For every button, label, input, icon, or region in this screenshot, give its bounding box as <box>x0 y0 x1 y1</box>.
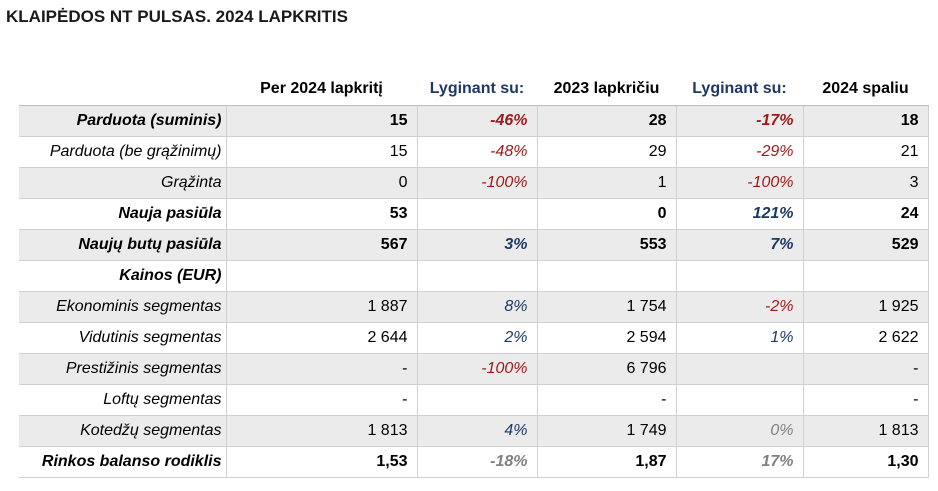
value-last-year: 1 <box>536 167 676 199</box>
page-title: KLAIPĖDOS NT PULSAS. 2024 LAPKRITIS <box>6 7 348 26</box>
value-current <box>225 260 417 292</box>
row-label: Nauja pasiūla <box>19 198 226 230</box>
header-period-last-month: 2024 spaliu <box>803 72 928 106</box>
value-current: 1 887 <box>225 291 417 323</box>
change-vs-last-year: 8% <box>416 291 537 323</box>
value-last-month: 1,30 <box>802 446 929 478</box>
change-vs-last-month: 7% <box>675 229 803 261</box>
table-row: Loftų segmentas - - - <box>19 384 929 416</box>
table-row: Naujų butų pasiūla 567 3% 553 7% 529 <box>19 229 929 261</box>
table-row: Prestižinis segmentas - -100% 6 796 - <box>19 353 929 385</box>
value-last-year: 28 <box>536 105 676 137</box>
table-row: Nauja pasiūla 53 0 121% 24 <box>19 198 929 230</box>
header-period-last-year: 2023 lapkričiu <box>537 72 676 106</box>
row-label: Kainos (EUR) <box>19 260 226 292</box>
value-last-month: 1 813 <box>802 415 929 447</box>
row-label: Parduota (be grąžinimų) <box>19 136 226 168</box>
table-row: Parduota (suminis) 15 -46% 28 -17% 18 <box>19 105 929 137</box>
change-vs-last-year: 3% <box>416 229 537 261</box>
table-row: Kotedžų segmentas 1 813 4% 1 749 0% 1 81… <box>19 415 929 447</box>
row-label: Naujų butų pasiūla <box>19 229 226 261</box>
value-current: - <box>225 384 417 416</box>
value-current: 1 813 <box>225 415 417 447</box>
change-vs-last-year: 4% <box>416 415 537 447</box>
value-current: 0 <box>225 167 417 199</box>
value-last-year: 6 796 <box>536 353 676 385</box>
value-last-month: 3 <box>802 167 929 199</box>
value-current: 567 <box>225 229 417 261</box>
row-label: Loftų segmentas <box>19 384 226 416</box>
table-header-row: Per 2024 lapkritį Lyginant su: 2023 lapk… <box>19 72 928 106</box>
value-last-year: - <box>536 384 676 416</box>
value-last-month: 529 <box>802 229 929 261</box>
change-vs-last-year: -48% <box>416 136 537 168</box>
change-vs-last-month: 1% <box>675 322 803 354</box>
row-label: Parduota (suminis) <box>19 105 226 137</box>
header-compare-1: Lyginant su: <box>417 72 537 106</box>
value-current: 15 <box>225 136 417 168</box>
row-label: Ekonominis segmentas <box>19 291 226 323</box>
header-label-cell <box>19 72 226 106</box>
table-row: Ekonominis segmentas 1 887 8% 1 754 -2% … <box>19 291 929 323</box>
value-current: - <box>225 353 417 385</box>
value-current: 53 <box>225 198 417 230</box>
value-last-month: - <box>802 384 929 416</box>
change-vs-last-month <box>675 260 803 292</box>
value-last-year: 1 754 <box>536 291 676 323</box>
row-label: Vidutinis segmentas <box>19 322 226 354</box>
value-last-year <box>536 260 676 292</box>
header-period-current: Per 2024 lapkritį <box>226 72 417 106</box>
value-last-year: 2 594 <box>536 322 676 354</box>
change-vs-last-month: -29% <box>675 136 803 168</box>
table-row: Parduota (be grąžinimų) 15 -48% 29 -29% … <box>19 136 929 168</box>
change-vs-last-year: -46% <box>416 105 537 137</box>
value-last-month: 2 622 <box>802 322 929 354</box>
change-vs-last-year: 2% <box>416 322 537 354</box>
change-vs-last-year <box>416 198 537 230</box>
change-vs-last-month <box>675 384 803 416</box>
value-last-year: 1,87 <box>536 446 676 478</box>
table-row: Vidutinis segmentas 2 644 2% 2 594 1% 2 … <box>19 322 929 354</box>
change-vs-last-year: -100% <box>416 353 537 385</box>
table-row: Kainos (EUR) <box>19 260 929 292</box>
row-label: Rinkos balanso rodiklis <box>19 446 226 478</box>
change-vs-last-month: 0% <box>675 415 803 447</box>
value-last-month: 24 <box>802 198 929 230</box>
table-row: Rinkos balanso rodiklis 1,53 -18% 1,87 1… <box>19 446 929 478</box>
value-last-month: 18 <box>802 105 929 137</box>
value-current: 1,53 <box>225 446 417 478</box>
value-last-year: 0 <box>536 198 676 230</box>
row-label: Prestižinis segmentas <box>19 353 226 385</box>
change-vs-last-month: 121% <box>675 198 803 230</box>
real-estate-pulse-table: Per 2024 lapkritį Lyginant su: 2023 lapk… <box>19 72 929 478</box>
value-current: 2 644 <box>225 322 417 354</box>
change-vs-last-year: -18% <box>416 446 537 478</box>
value-last-year: 29 <box>536 136 676 168</box>
row-label: Kotedžų segmentas <box>19 415 226 447</box>
change-vs-last-year: -100% <box>416 167 537 199</box>
header-compare-2: Lyginant su: <box>676 72 803 106</box>
value-last-month: 21 <box>802 136 929 168</box>
change-vs-last-year <box>416 384 537 416</box>
change-vs-last-month: -100% <box>675 167 803 199</box>
change-vs-last-month: 17% <box>675 446 803 478</box>
change-vs-last-month <box>675 353 803 385</box>
change-vs-last-month: -2% <box>675 291 803 323</box>
value-last-year: 1 749 <box>536 415 676 447</box>
row-label: Grąžinta <box>19 167 226 199</box>
table-row: Grąžinta 0 -100% 1 -100% 3 <box>19 167 929 199</box>
value-last-month: 1 925 <box>802 291 929 323</box>
value-last-year: 553 <box>536 229 676 261</box>
value-last-month: - <box>802 353 929 385</box>
value-current: 15 <box>225 105 417 137</box>
change-vs-last-month: -17% <box>675 105 803 137</box>
value-last-month <box>802 260 929 292</box>
change-vs-last-year <box>416 260 537 292</box>
